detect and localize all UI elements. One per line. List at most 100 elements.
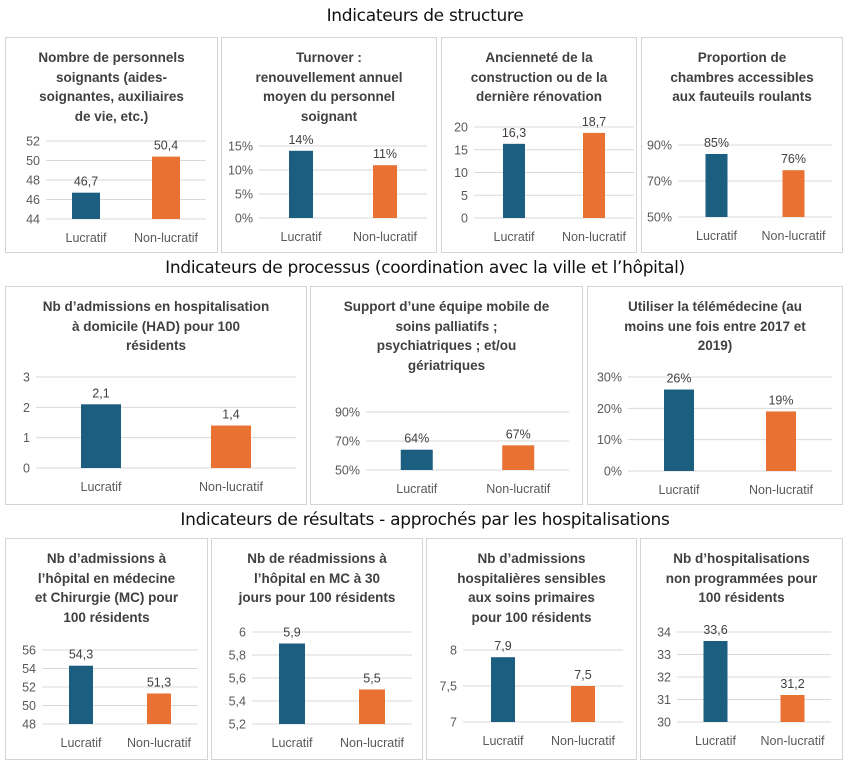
y-tick-label: 50% — [335, 464, 360, 478]
chart-title: Nb d’admissions hospitalières sensibles au… — [431, 549, 632, 627]
bar-lucratif — [400, 449, 433, 470]
chart-title-line: chambres accessibles — [670, 69, 814, 85]
chart-title-line: pour 100 résidents — [471, 609, 592, 625]
bar-lucratif — [289, 150, 313, 218]
x-category-label: Lucratif — [696, 229, 738, 243]
bar-chart: 48 50 52 54 56 54,3 Lucratif 51,3 Non-lucratif — [22, 644, 198, 750]
data-label: 2,1 — [92, 386, 109, 400]
bar-non-lucratif — [780, 695, 805, 722]
chart-title-line: Ancienneté de la — [485, 50, 593, 65]
data-label: 54,3 — [69, 648, 93, 662]
bar-lucratif — [72, 192, 100, 219]
x-category-label: Non-lucratif — [127, 736, 191, 750]
section-title-structure: Indicateurs de structure — [326, 6, 524, 26]
chart-title-line: soignants (aides- — [55, 69, 168, 85]
y-tick-label: 1 — [23, 431, 30, 445]
y-tick-label: 31 — [657, 693, 671, 707]
y-tick-label: 54 — [22, 662, 36, 676]
chart-title: Support d’une équipe mobile de soins pall… — [315, 297, 578, 375]
chart-title: Turnover : renouvellement annuel moyen du … — [226, 48, 432, 126]
x-category-label: Non-lucratif — [486, 482, 550, 496]
chart-title: Nb de réadmissions à l’hôpital en MC à 30… — [216, 549, 418, 608]
y-tick-label: 0 — [461, 212, 468, 226]
y-tick-label: 8 — [450, 644, 457, 658]
chart-title-line: jours pour 100 résidents — [238, 590, 396, 605]
x-category-label: Lucratif — [494, 230, 536, 244]
y-tick-label: 5,2 — [229, 718, 246, 732]
data-label: 14% — [288, 133, 313, 147]
chart-panel: Utiliser la télémédecine (au moins une fo… — [587, 286, 843, 505]
y-tick-label: 0% — [604, 465, 622, 479]
chart-title: Nb d’hospitalisations non programmées pou… — [645, 549, 838, 608]
y-tick-label: 52 — [22, 681, 36, 695]
y-tick-label: 46 — [26, 193, 40, 207]
bar-chart: 0 1 2 3 2,1 Lucratif 1,4 Non-lucratif — [23, 371, 296, 494]
bar-chart: 0% 5% 10% 15% 14% Lucratif 11% Non-lucratif — [228, 133, 427, 244]
data-label: 7,9 — [494, 639, 511, 653]
x-category-label: Lucratif — [61, 736, 103, 750]
y-tick-label: 70% — [647, 175, 672, 189]
chart-panel: Nb de réadmissions à l’hôpital en MC à 30… — [211, 538, 423, 760]
y-tick-label: 0 — [23, 462, 30, 476]
y-tick-label: 90% — [335, 406, 360, 420]
y-tick-label: 5,6 — [229, 672, 246, 686]
chart-title: Nb d’admissions en hospitalisation à domi… — [10, 297, 302, 356]
chart-title-line: l’hôpital en médecine — [37, 570, 176, 586]
bar-non-lucratif — [147, 693, 171, 724]
data-label: 85% — [704, 136, 729, 150]
data-label: 18,7 — [582, 115, 606, 129]
chart-title-line: soignantes, auxiliaires — [39, 89, 184, 104]
y-tick-label: 33 — [657, 648, 671, 662]
bar-non-lucratif — [502, 445, 535, 470]
y-tick-label: 0% — [235, 212, 253, 226]
bar-chart: 7 7,5 8 7,9 Lucratif 7,5 Non-lucratif — [440, 639, 623, 748]
x-category-label: Lucratif — [281, 230, 323, 244]
y-tick-label: 50% — [647, 211, 672, 225]
chart-panel: Nb d’admissions en hospitalisation à domi… — [5, 286, 307, 505]
data-label: 33,6 — [703, 623, 727, 637]
chart-title: Ancienneté de la construction ou de la der… — [446, 48, 632, 107]
chart-panel: Ancienneté de la construction ou de la der… — [441, 37, 637, 253]
bar-lucratif — [664, 389, 694, 471]
x-category-label: Lucratif — [66, 231, 108, 245]
y-tick-label: 15 — [454, 143, 468, 157]
bar-lucratif — [491, 657, 515, 722]
bar-lucratif — [705, 154, 728, 217]
chart-title-line: aux fauteuils roulants — [672, 89, 812, 104]
y-tick-label: 44 — [26, 213, 40, 227]
y-tick-label: 50 — [26, 154, 40, 168]
chart-title: Nombre de personnels soignants (aides-soi… — [10, 48, 213, 126]
data-label: 1,4 — [222, 408, 239, 422]
chart-title-line: hospitalières sensibles — [457, 570, 606, 586]
chart-title-line: soignant — [300, 108, 358, 124]
x-category-label: Non-lucratif — [562, 230, 626, 244]
chart-title-line: Turnover : — [296, 50, 362, 65]
chart-title-line: Nb d’admissions à — [46, 551, 167, 566]
chart-title-line: dernière rénovation — [475, 89, 603, 104]
bar-chart: 0 5 10 15 20 16,3 Lucratif 18,7 Non-lucratif — [454, 115, 634, 244]
data-label: 64% — [404, 432, 429, 446]
chart-title-line: Nb de réadmissions à — [247, 551, 387, 566]
x-category-label: Lucratif — [396, 482, 438, 496]
section-title-resultats: Indicateurs de résultats - approchés par… — [180, 510, 670, 530]
data-label: 51,3 — [147, 675, 171, 689]
bar-chart: 50% 70% 90% 64% Lucratif 67% Non-lucratif — [335, 406, 569, 496]
y-tick-label: 10% — [228, 164, 253, 178]
bar-chart: 5,2 5,4 5,6 5,8 6 5,9 Lucratif 5,5 Non-lucratif — [229, 626, 412, 750]
chart-title-line: Nombre de personnels — [38, 50, 185, 65]
y-tick-label: 48 — [22, 718, 36, 732]
bar-non-lucratif — [211, 425, 251, 468]
y-tick-label: 34 — [657, 626, 671, 640]
chart-title-line: construction ou de la — [470, 69, 608, 85]
y-tick-label: 20% — [597, 402, 622, 416]
y-tick-label: 15% — [228, 140, 253, 154]
chart-title-line: à domicile (HAD) pour 100 — [71, 318, 241, 334]
x-category-label: Non-lucratif — [762, 229, 826, 243]
y-tick-label: 56 — [22, 644, 36, 658]
bar-non-lucratif — [152, 156, 180, 219]
data-label: 16,3 — [502, 126, 526, 140]
chart-title-line: psychiatriques ; et/ou — [376, 338, 517, 353]
x-category-label: Non-lucratif — [749, 483, 813, 497]
chart-title-line: gériatriques — [407, 357, 486, 373]
x-category-label: Lucratif — [81, 480, 123, 494]
